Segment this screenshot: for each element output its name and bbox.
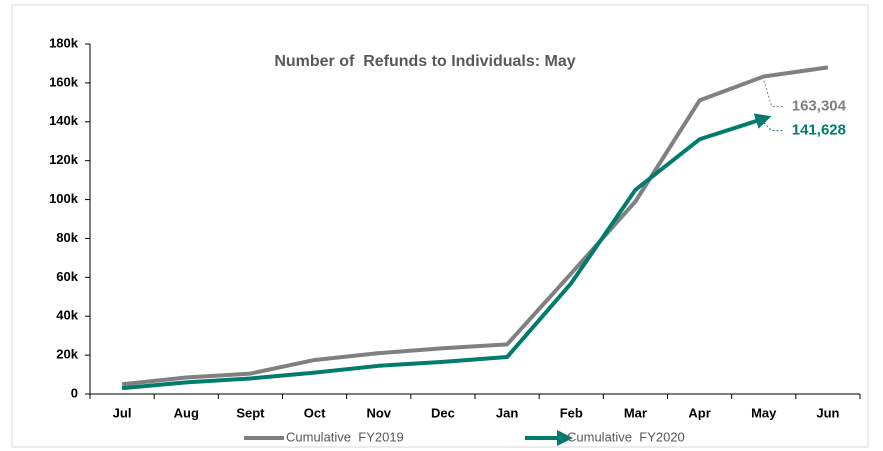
x-tick-label: Aug bbox=[174, 405, 199, 420]
y-tick-label: 20k bbox=[56, 347, 78, 362]
legend-label: Cumulative FY2020 bbox=[567, 429, 685, 444]
x-tick-label: Feb bbox=[560, 405, 583, 420]
y-tick-label: 120k bbox=[49, 152, 79, 167]
chart-title: Number of Refunds to Individuals: May bbox=[274, 53, 575, 70]
value-label: 141,628 bbox=[792, 122, 846, 139]
leader-line bbox=[763, 80, 784, 107]
x-tick-label: Jul bbox=[113, 405, 132, 420]
x-tick-label: Sept bbox=[236, 405, 265, 420]
y-tick-label: 60k bbox=[56, 269, 78, 284]
y-tick-label: 180k bbox=[49, 35, 79, 50]
y-tick-label: 160k bbox=[49, 74, 79, 89]
y-tick-label: 80k bbox=[56, 230, 78, 245]
series-line bbox=[121, 65, 829, 387]
chart-border bbox=[11, 4, 869, 448]
series-line bbox=[121, 113, 772, 391]
y-tick-label: 0 bbox=[71, 385, 78, 400]
x-tick-label: Oct bbox=[304, 405, 326, 420]
x-tick-label: Jun bbox=[816, 405, 839, 420]
x-tick-label: Apr bbox=[688, 405, 710, 420]
y-tick-label: 140k bbox=[49, 113, 79, 128]
legend-label: Cumulative FY2019 bbox=[286, 429, 404, 444]
x-tick-label: Mar bbox=[624, 405, 647, 420]
x-tick-label: Dec bbox=[431, 405, 455, 420]
value-label: 163,304 bbox=[792, 97, 847, 114]
x-tick-label: May bbox=[751, 405, 777, 420]
x-tick-label: Nov bbox=[366, 405, 391, 420]
x-tick-label: Jan bbox=[496, 405, 518, 420]
y-tick-label: 40k bbox=[56, 308, 78, 323]
y-tick-label: 100k bbox=[49, 191, 79, 206]
